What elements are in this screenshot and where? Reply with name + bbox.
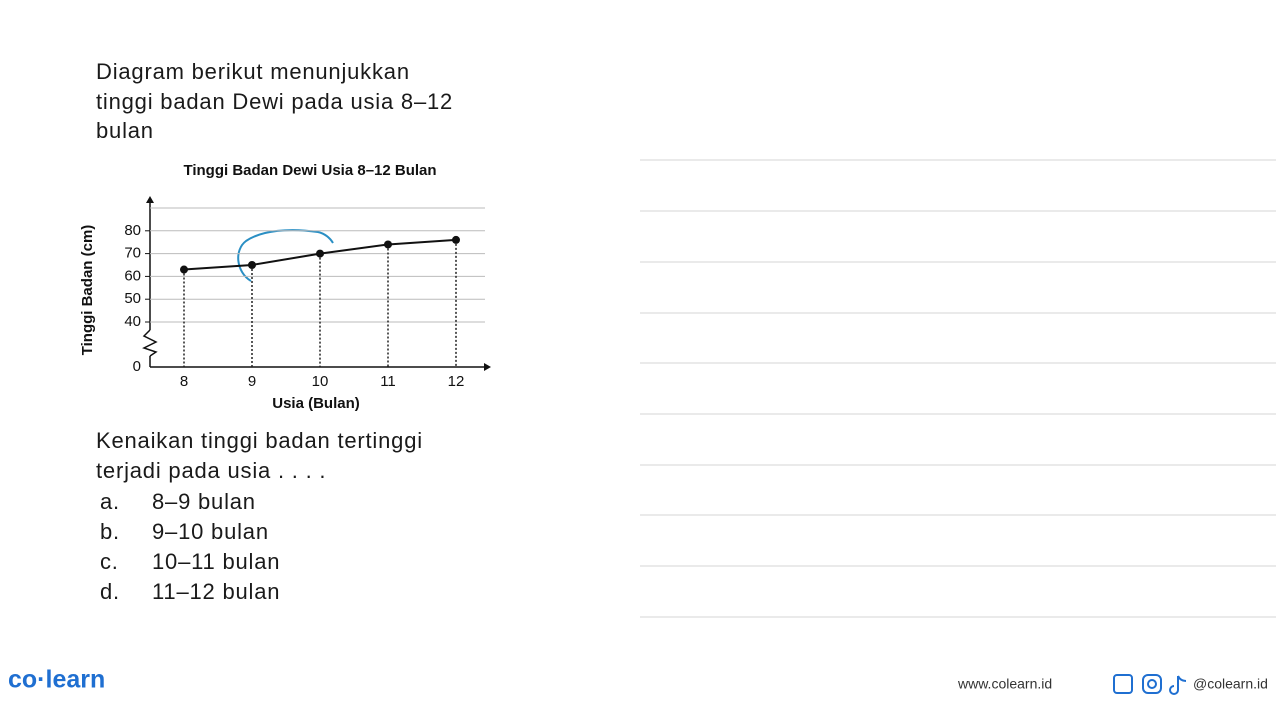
x-axis-label: Usia (Bulan) <box>272 395 360 412</box>
axis-break <box>142 329 158 357</box>
y-tick-label: 50 <box>124 290 141 307</box>
note-lines <box>640 159 1276 618</box>
y-tick-label: 40 <box>124 313 141 330</box>
options: a. 8–9 bulan b. 9–10 bulan c. 10–11 bulan d. 11… <box>100 489 280 604</box>
option-text: 10–11 bulan <box>152 549 280 574</box>
x-tick-label: 9 <box>248 373 256 390</box>
chart-title: Tinggi Badan Dewi Usia 8–12 Bulan <box>183 162 436 179</box>
x-tick-label: 8 <box>180 373 188 390</box>
y-tick-label: 70 <box>124 245 141 262</box>
instagram-icon <box>1142 674 1162 694</box>
option-letter: c. <box>100 549 119 574</box>
prompt-line: Kenaikan tinggi badan tertinggi <box>96 428 423 453</box>
x-tick-label: 12 <box>448 373 465 390</box>
y-axis-label: Tinggi Badan (cm) <box>79 225 96 356</box>
option-letter: a. <box>100 489 120 514</box>
option-text: 8–9 bulan <box>152 489 256 514</box>
facebook-icon <box>1113 674 1133 694</box>
brand: co·learn <box>8 666 105 694</box>
y-tick-label: 0 <box>133 358 141 375</box>
axes <box>149 198 488 368</box>
website: www.colearn.id <box>957 676 1052 692</box>
data-point <box>452 235 460 244</box>
data-point <box>248 261 256 269</box>
x-tick-label: 10 <box>312 373 329 390</box>
axis-arrows <box>146 196 491 371</box>
option-letter: d. <box>100 579 120 604</box>
x-tick-label: 11 <box>380 373 396 390</box>
data-point <box>180 265 188 274</box>
data-point <box>384 240 392 249</box>
data-point <box>316 249 324 258</box>
plot: 0 40 50 60 70 80 8 9 10 11 12 <box>124 207 485 390</box>
intro-line: tinggi badan Dewi pada usia 8–12 <box>96 89 453 114</box>
intro-line: bulan <box>96 118 154 143</box>
option-letter: b. <box>100 519 120 544</box>
option-text: 11–12 bulan <box>152 579 280 604</box>
handle: @colearn.id <box>1193 676 1268 692</box>
instagram-icon-lens <box>1147 679 1157 689</box>
y-tick-label: 60 <box>124 267 141 284</box>
prompt-line: terjadi pada usia . . . . <box>96 458 326 483</box>
y-tick-label: 80 <box>124 222 141 239</box>
tiktok-icon <box>1169 675 1187 695</box>
option-text: 9–10 bulan <box>152 519 269 544</box>
intro-line: Diagram berikut menunjukkan <box>96 59 410 84</box>
